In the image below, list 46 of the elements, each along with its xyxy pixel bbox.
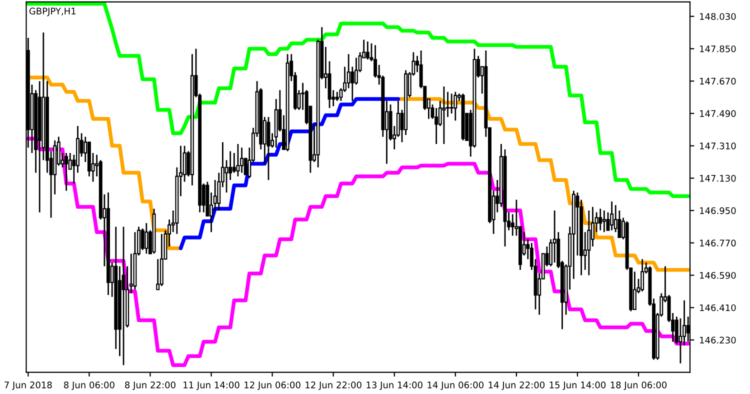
candlestick	[122, 226, 126, 366]
candlestick	[346, 53, 350, 89]
candlestick	[350, 66, 354, 102]
candlestick	[64, 152, 68, 192]
candlestick	[454, 91, 458, 122]
y-tick-label: 148.030	[700, 13, 736, 20]
y-tick-label: 146.950	[700, 207, 736, 214]
x-tick-label: 13 Jun 14:00	[366, 382, 422, 390]
candlestick	[640, 258, 644, 292]
y-tick-label: 147.670	[700, 78, 736, 85]
y-tick-label: 147.490	[700, 110, 736, 117]
candlestick	[232, 152, 236, 174]
candlestick	[266, 116, 270, 181]
y-tick-label: 146.590	[700, 272, 736, 279]
candlestick	[602, 210, 606, 233]
y-tick-label: 146.410	[700, 304, 736, 312]
text: GBPJPY,H1	[29, 8, 76, 16]
candlestick	[240, 146, 244, 174]
y-tick-label: 147.850	[700, 45, 736, 52]
candlestick	[236, 143, 240, 178]
x-tick-label: 8 Jun 22:00	[125, 382, 176, 390]
candlestick	[434, 107, 438, 145]
candlestick	[144, 222, 148, 254]
x-tick-label: 7 Jun 2018	[4, 382, 52, 390]
candlestick	[632, 270, 636, 310]
candlestick	[598, 208, 602, 231]
x-tick-label: 8 Jun 06:00	[64, 382, 114, 390]
candlestick	[610, 200, 614, 231]
candlestick	[450, 92, 454, 114]
candlestick	[366, 40, 370, 60]
y-tick-label: 146.230	[700, 336, 736, 344]
x-tick-label: 12 Jun 22:00	[306, 382, 362, 390]
x-tick-label: 15 Jun 14:00	[550, 382, 606, 390]
candlestick	[228, 150, 232, 181]
candlestick	[442, 86, 446, 145]
x-tick-label: 18 Jun 06:00	[610, 382, 667, 390]
x-tick-label: 14 Jun 06:00	[428, 382, 484, 390]
y-tick-label: 146.770	[700, 240, 736, 246]
x-tick-label: 12 Jun 06:00	[244, 382, 300, 390]
candlestick	[587, 210, 591, 276]
candlestick	[552, 210, 556, 264]
y-tick-label: 147.130	[700, 174, 736, 182]
x-tick-label: 11 Jun 14:00	[184, 382, 240, 390]
candlestick	[224, 159, 228, 194]
y-tick-label: 147.310	[700, 142, 736, 150]
x-tick-label: 14 Jun 22:00	[488, 382, 545, 390]
